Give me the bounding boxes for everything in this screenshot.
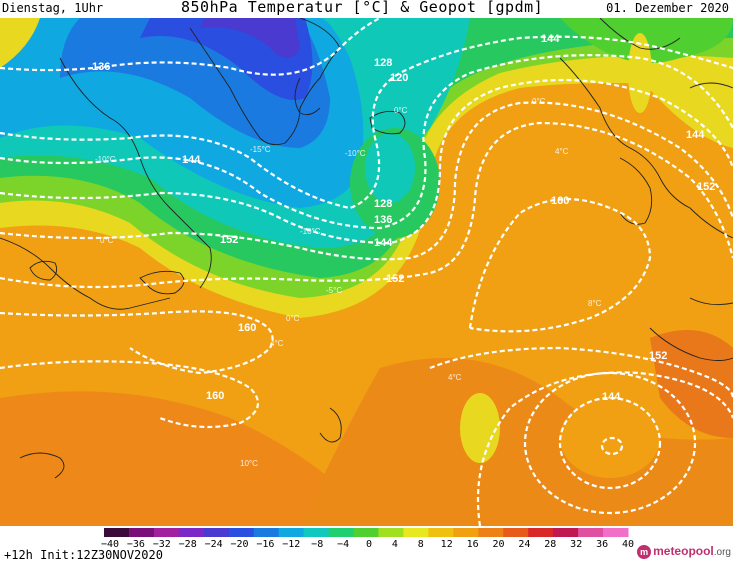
brand-name: meteopool — [653, 544, 714, 558]
legend-tick-label: 0 — [366, 539, 372, 548]
contour-label: 144 — [541, 33, 560, 45]
legend-tick-label: 8 — [418, 539, 424, 548]
temp-label: 4°C — [270, 339, 284, 348]
legend-tick-label: −28 — [179, 539, 197, 548]
legend-swatch — [303, 528, 330, 537]
legend-tick-label: 20 — [492, 539, 504, 548]
contour-label: 152 — [220, 234, 238, 246]
legend-swatch — [478, 528, 504, 537]
legend-tick-label: 28 — [544, 539, 556, 548]
contour-label: 152 — [386, 273, 404, 285]
legend-swatch — [528, 528, 554, 537]
legend-tick-label: 40 — [622, 539, 634, 548]
legend-swatch — [153, 528, 180, 537]
legend-swatch — [503, 528, 529, 537]
legend-tick-label: −40 — [101, 539, 119, 548]
legend-tick-label: −16 — [256, 539, 274, 548]
contour-label: 144 — [182, 154, 201, 166]
contour-label: 144 — [374, 237, 393, 249]
legend-tick-label: −24 — [205, 539, 223, 548]
temp-label: 0°C — [532, 97, 546, 106]
contour-label: 160 — [238, 322, 256, 334]
legend-tick-label: −4 — [337, 539, 349, 548]
geopotential-contours — [0, 18, 733, 526]
legend-tick-label: −32 — [153, 539, 171, 548]
legend-swatch — [128, 528, 155, 537]
contour-label: 136 — [374, 214, 392, 226]
contour-label: 128 — [374, 57, 392, 69]
legend-swatch — [353, 528, 379, 537]
contour-label: 152 — [697, 181, 715, 193]
contour-labels: 136 144 152 160 128 120 128 136 144 152 … — [92, 33, 715, 403]
legend-tick-label: −36 — [127, 539, 145, 548]
coastlines — [0, 18, 733, 479]
legend-tick-label: −12 — [282, 539, 300, 548]
legend-swatch — [228, 528, 255, 537]
legend-swatch — [578, 528, 604, 537]
temp-label: -10°C — [345, 149, 366, 158]
legend-tick-label: −20 — [230, 539, 248, 548]
temp-label: 0°C — [100, 236, 114, 245]
legend-tick-label: 12 — [441, 539, 453, 548]
legend-swatch — [453, 528, 479, 537]
svg-text:144: 144 — [602, 391, 621, 403]
valid-time: Dienstag, 1Uhr — [2, 1, 104, 15]
legend-swatch — [278, 528, 305, 537]
legend-swatch — [603, 528, 629, 537]
temp-label: 4°C — [448, 373, 462, 382]
contour-label: 136 — [92, 61, 110, 73]
legend-tick-label: −8 — [311, 539, 323, 548]
temp-label: 0°C — [394, 106, 408, 115]
contour-label: 152 — [649, 350, 667, 362]
temp-label: 10°C — [240, 459, 258, 468]
temp-label: -5°C — [326, 286, 342, 295]
legend-swatch — [104, 528, 130, 537]
init-time: +12h Init:12Z30NOV2020 — [4, 548, 163, 562]
legend-swatch — [378, 528, 404, 537]
valid-date: 01. Dezember 2020 — [606, 1, 729, 15]
weather-map: 136 144 152 160 128 120 128 136 144 152 … — [0, 18, 733, 526]
contour-label: 160 — [551, 195, 569, 207]
temp-label: -10°C — [95, 155, 116, 164]
brand-logo[interactable]: m meteopool.org — [637, 544, 731, 559]
contour-label: 160 — [206, 390, 224, 402]
legend-tick-label: 16 — [467, 539, 479, 548]
contour-label: 128 — [374, 198, 392, 210]
temp-zone-warm — [0, 391, 380, 526]
temp-label: 8°C — [588, 299, 602, 308]
legend-swatch — [553, 528, 579, 537]
legend-swatch — [403, 528, 429, 537]
temperature-labels: -10°C -10°C -10°C -15°C 0°C 0°C 0°C 0°C … — [95, 97, 602, 468]
temp-label: -10°C — [300, 227, 321, 236]
footer: −40 −36 −32 −28 −24 −20 −16 −12 −8 −4 0 4 8 12 16 20 24 2… — [0, 526, 733, 566]
legend-swatch — [253, 528, 280, 537]
brand-suffix: .org — [713, 547, 731, 558]
contour-label: 144 — [686, 129, 705, 141]
contour-label: 120 — [390, 72, 408, 84]
legend-tick-label: 4 — [392, 539, 398, 548]
legend-tick-label: 24 — [518, 539, 530, 548]
color-legend: −40 −36 −32 −28 −24 −20 −16 −12 −8 −4 0 4 8 12 16 20 24 2… — [101, 528, 634, 548]
header: Dienstag, 1Uhr 850hPa Temperatur [°C] & … — [0, 0, 733, 18]
legend-swatch — [203, 528, 230, 537]
brand-icon: m — [637, 544, 652, 559]
temp-label: 0°C — [286, 314, 300, 323]
legend-swatch — [178, 528, 205, 537]
legend-tick-label: 36 — [596, 539, 608, 548]
temp-label: 4°C — [555, 147, 569, 156]
map-title: 850hPa Temperatur [°C] & Geopot [gpdm] — [181, 0, 544, 16]
temp-label: -15°C — [250, 145, 271, 154]
legend-swatch — [328, 528, 355, 537]
legend-swatch — [428, 528, 454, 537]
legend-tick-label: 32 — [570, 539, 582, 548]
